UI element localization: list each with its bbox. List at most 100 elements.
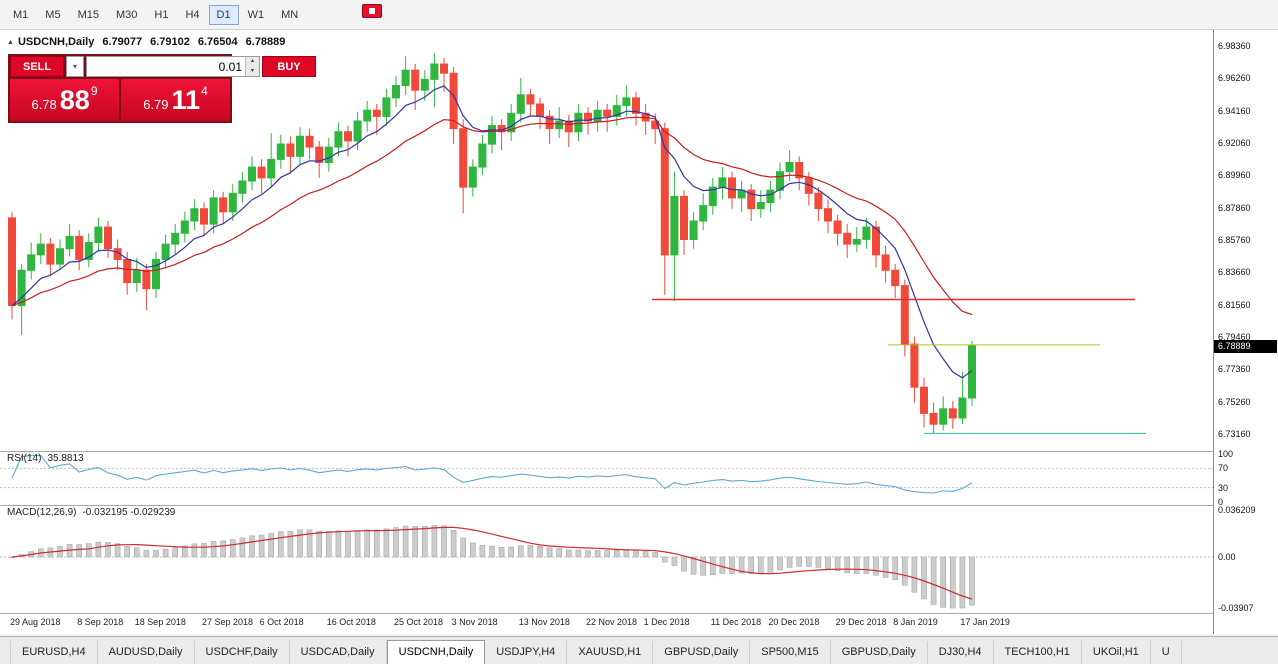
chart-tab-9[interactable]: GBPUSD,Daily xyxy=(831,641,928,664)
chart-tab-13[interactable]: U xyxy=(1151,641,1182,664)
price-axis-label: 6.94160 xyxy=(1218,105,1251,116)
chart-tab-10[interactable]: DJ30,H4 xyxy=(928,641,994,664)
buy-button[interactable]: BUY xyxy=(262,56,316,77)
chart-tab-4[interactable]: USDCNH,Daily xyxy=(386,640,486,664)
rsi-label: RSI(14) xyxy=(7,453,42,464)
price-axis-label: 6.75260 xyxy=(1218,396,1251,407)
rsi-panel-header: RSI(14) 35.8813 xyxy=(7,453,84,464)
rsi-axis-label: 70 xyxy=(1218,463,1229,474)
macd-signal-line xyxy=(11,526,973,600)
date-tick-label: 11 Dec 2018 xyxy=(710,617,762,627)
date-tick-label: 29 Aug 2018 xyxy=(10,617,61,627)
toolbar-red-badge[interactable] xyxy=(362,4,382,18)
chart-tab-3[interactable]: USDCAD,Daily xyxy=(290,641,387,664)
timeframe-button-m5[interactable]: M5 xyxy=(37,5,68,25)
lot-size-field: ▴ ▾ xyxy=(86,56,260,77)
price-axis-label: 6.92060 xyxy=(1218,138,1251,149)
price-axis-label: 6.77360 xyxy=(1218,364,1251,375)
timeframe-button-w1[interactable]: W1 xyxy=(240,5,273,25)
chart-tab-5[interactable]: USDJPY,H4 xyxy=(485,641,568,664)
date-tick-label: 13 Nov 2018 xyxy=(518,617,570,627)
macd-axis-label: -0.03907 xyxy=(1218,602,1254,613)
timeframe-toolbar: M1 M5 M15 M30 H1 H4 D1 W1 MN xyxy=(0,0,1278,30)
price-axis xyxy=(1213,30,1278,634)
chart-tab-0[interactable]: EURUSD,H4 xyxy=(10,641,98,664)
lot-spinner: ▴ ▾ xyxy=(245,57,259,76)
lot-size-input[interactable] xyxy=(87,57,245,76)
chart-tab-11[interactable]: TECH100,H1 xyxy=(994,641,1082,664)
rsi-value: 35.8813 xyxy=(47,453,84,464)
macd-histogram xyxy=(9,525,975,609)
price-axis-label: 6.73160 xyxy=(1218,428,1251,439)
date-tick-label: 3 Nov 2018 xyxy=(451,617,498,627)
buy-price-pip: 4 xyxy=(201,84,208,98)
chart-tab-8[interactable]: SP500,M15 xyxy=(750,641,831,664)
ma-fast-line xyxy=(11,85,973,379)
sell-button[interactable]: SELL xyxy=(10,56,64,77)
rsi-axis-label: 0 xyxy=(1218,497,1224,507)
chart-area[interactable] xyxy=(0,30,1213,634)
chart-tab-6[interactable]: XAUUSD,H1 xyxy=(567,641,654,664)
price-axis-label: 6.96260 xyxy=(1218,73,1251,84)
chevron-down-icon: ▾ xyxy=(72,62,77,71)
current-price-tag: 6.78889 xyxy=(1214,339,1277,353)
chart-tab-1[interactable]: AUDUSD,Daily xyxy=(98,641,195,664)
date-tick-label: 8 Jan 2019 xyxy=(893,617,938,627)
lot-decrease-button[interactable]: ▾ xyxy=(246,66,259,76)
macd-axis-label: 0.036209 xyxy=(1218,505,1256,515)
buy-price-main: 11 xyxy=(171,84,201,115)
date-tick-label: 17 Jan 2019 xyxy=(960,617,1010,627)
order-type-dropdown[interactable]: ▾ xyxy=(66,56,84,77)
timeframe-button-m15[interactable]: M15 xyxy=(70,5,107,25)
ohlc-close: 6.78889 xyxy=(245,36,286,48)
timeframe-button-d1[interactable]: D1 xyxy=(208,4,239,25)
date-tick-label: 29 Dec 2018 xyxy=(835,617,887,627)
price-axis-label: 6.85760 xyxy=(1218,235,1251,246)
chart-tab-7[interactable]: GBPUSD,Daily xyxy=(653,641,751,664)
macd-panel-header: MACD(12,26,9) -0.032195 -0.029239 xyxy=(7,507,175,518)
sell-price-button[interactable]: 6.78 88 9 xyxy=(10,79,119,121)
date-tick-label: 18 Sep 2018 xyxy=(134,617,186,627)
buy-price-prefix: 6.79 xyxy=(143,96,169,112)
chart-symbol-label: USDCNH,Daily xyxy=(17,36,95,48)
chart-tab-12[interactable]: UKOil,H1 xyxy=(1082,641,1151,664)
price-axis-label: 6.98360 xyxy=(1218,41,1251,52)
sell-price-prefix: 6.78 xyxy=(31,96,57,112)
date-tick-label: 16 Oct 2018 xyxy=(326,617,376,627)
date-tick-label: 22 Nov 2018 xyxy=(586,617,638,627)
date-tick-label: 20 Dec 2018 xyxy=(768,617,820,627)
sell-price-pip: 9 xyxy=(90,84,98,98)
rsi-axis-label: 30 xyxy=(1218,482,1229,493)
sell-price-main: 88 xyxy=(59,84,90,115)
one-click-trading-widget: SELL ▾ ▴ ▾ BUY 6.78 88 9 6.79 11 4 xyxy=(8,54,316,123)
timeframe-button-h1[interactable]: H1 xyxy=(146,5,176,25)
buy-price-button[interactable]: 6.79 11 4 xyxy=(121,79,230,121)
chart-canvas[interactable] xyxy=(0,30,1213,634)
macd-label: MACD(12,26,9) xyxy=(7,507,77,518)
price-axis-label: 6.81560 xyxy=(1218,299,1251,310)
date-tick-label: 6 Oct 2018 xyxy=(259,617,304,627)
timeframe-button-mn[interactable]: MN xyxy=(273,5,306,25)
chart-symbol-icon: ▲ xyxy=(7,38,14,46)
date-tick-label: 8 Sep 2018 xyxy=(77,617,124,627)
timeframe-button-m30[interactable]: M30 xyxy=(108,5,145,25)
candlesticks[interactable] xyxy=(8,53,976,434)
rsi-line xyxy=(11,454,973,494)
ohlc-open: 6.79077 xyxy=(102,36,143,48)
chart-tab-bar: EURUSD,H4 AUDUSD,Daily USDCHF,Daily USDCAD,… xyxy=(0,636,1278,664)
timeframe-button-h4[interactable]: H4 xyxy=(177,5,207,25)
rsi-axis-label: 100 xyxy=(1218,449,1234,459)
price-axis-label: 6.79460 xyxy=(1218,332,1251,343)
date-tick-label: 1 Dec 2018 xyxy=(643,617,690,627)
price-axis-label: 6.89960 xyxy=(1218,170,1251,181)
date-tick-label: 27 Sep 2018 xyxy=(202,617,254,627)
timeframe-button-m1[interactable]: M1 xyxy=(5,5,36,25)
ma-slow-line xyxy=(11,116,973,316)
price-axis-label: 6.83660 xyxy=(1218,267,1251,278)
date-tick-label: 25 Oct 2018 xyxy=(394,617,444,627)
macd-axis-label: 0.00 xyxy=(1218,552,1236,562)
lot-increase-button[interactable]: ▴ xyxy=(246,57,259,67)
ohlc-high: 6.79102 xyxy=(150,36,190,48)
chart-tab-2[interactable]: USDCHF,Daily xyxy=(195,641,290,664)
